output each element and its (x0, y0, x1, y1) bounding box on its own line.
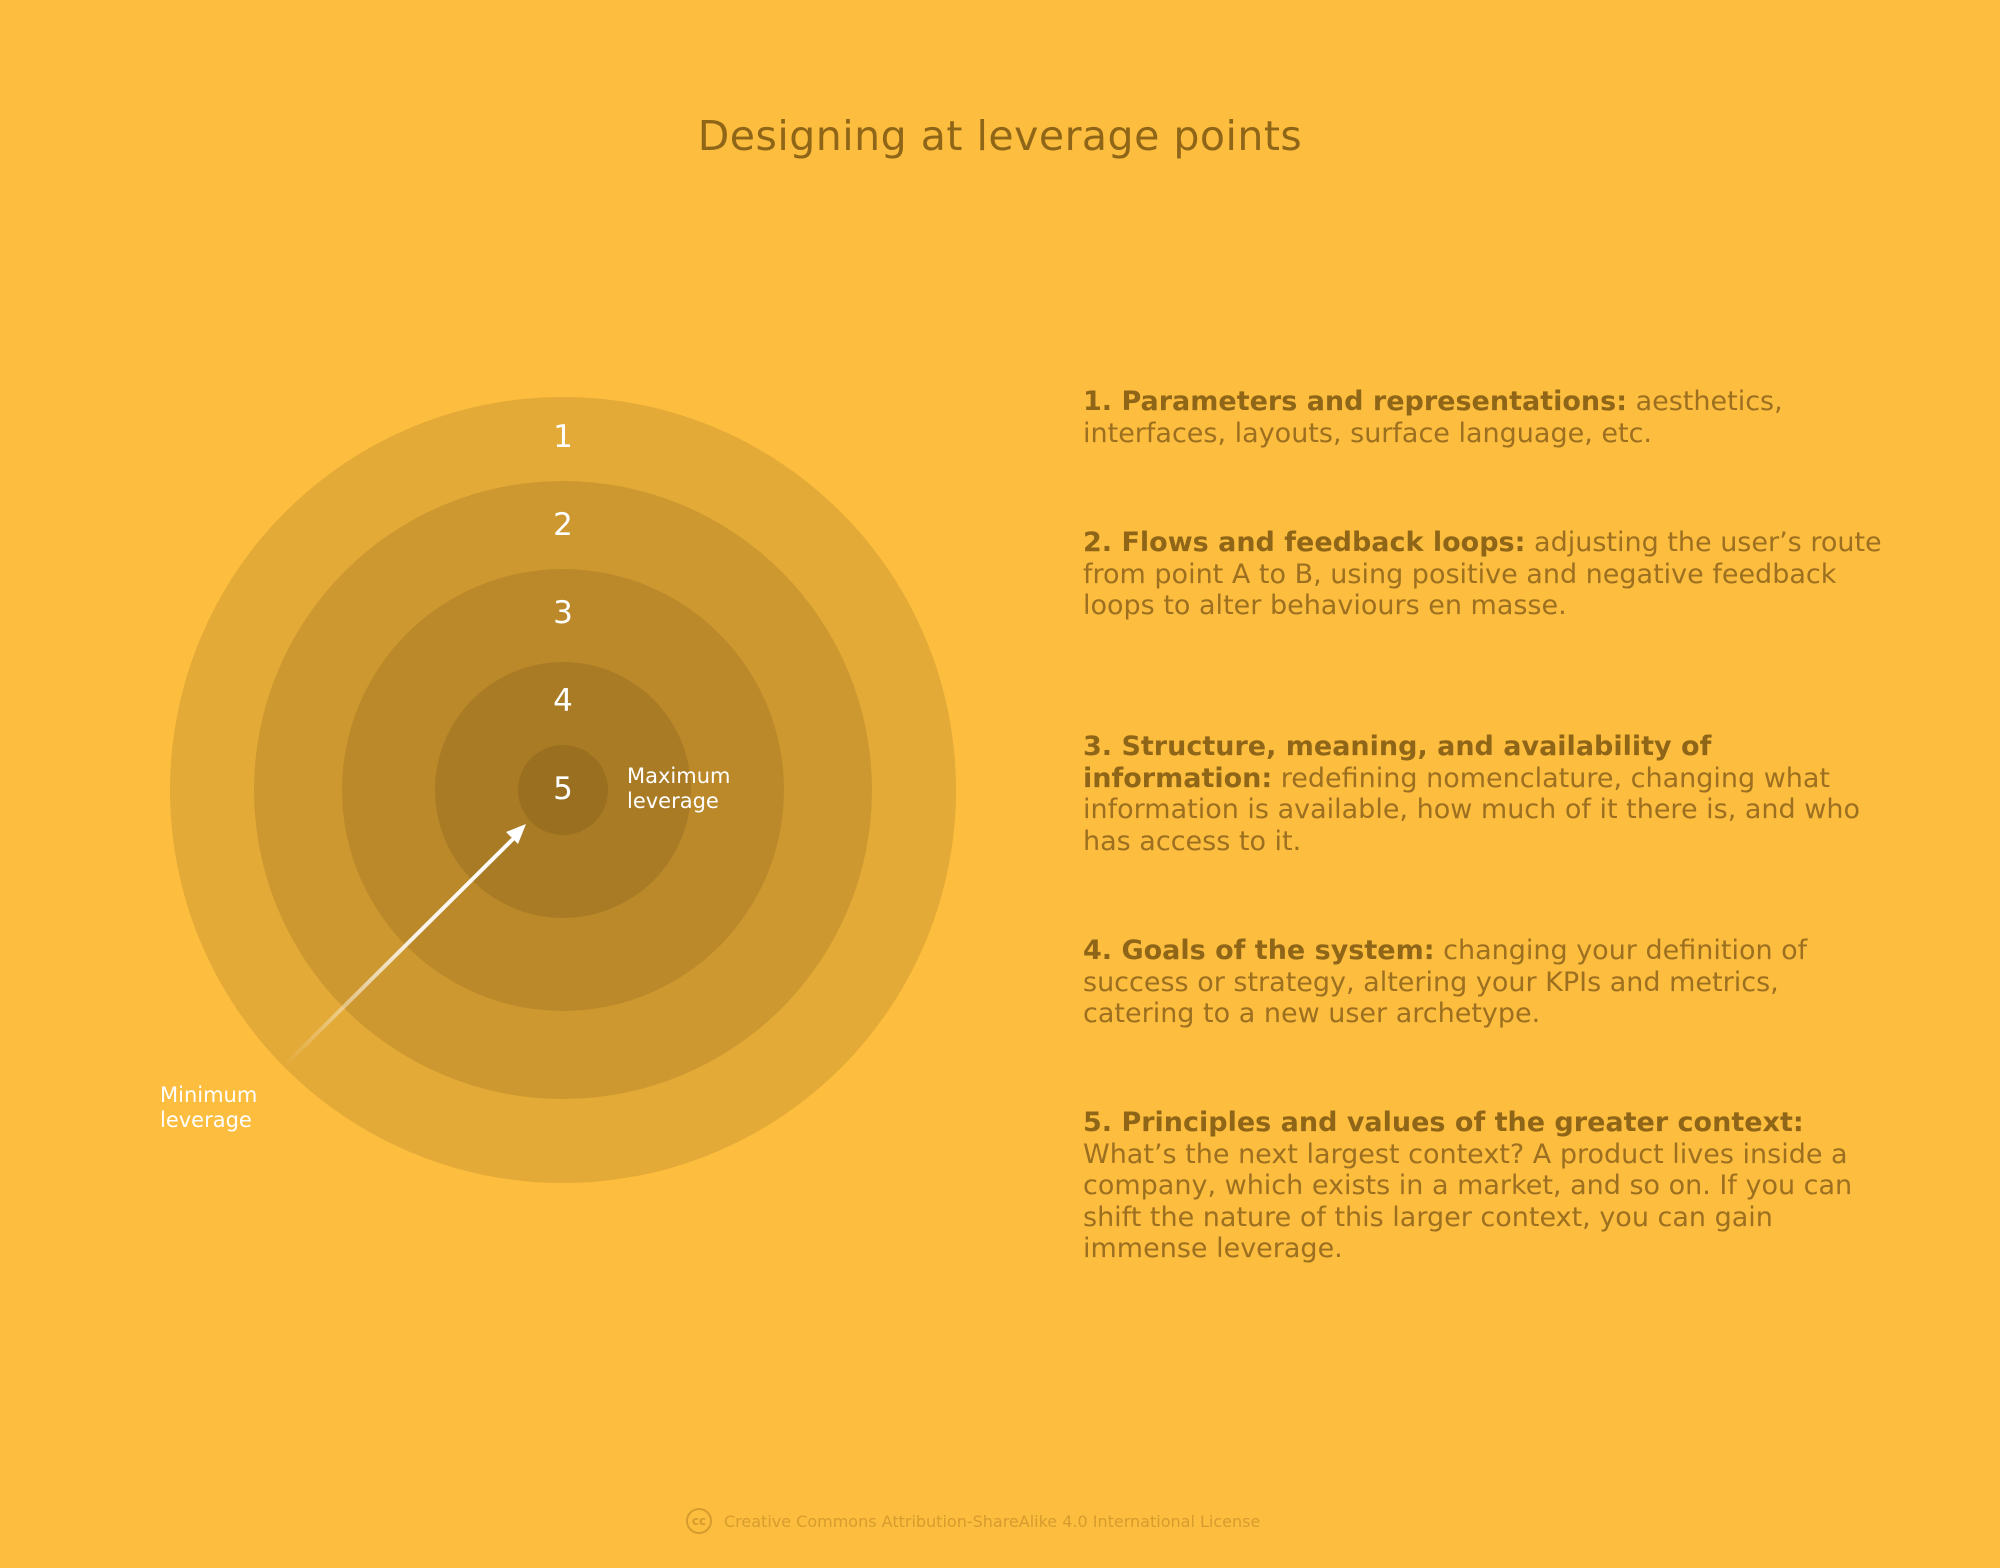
license-footer: cc Creative Commons Attribution-ShareAli… (686, 1506, 1260, 1536)
page-title: Designing at leverage points (697, 112, 1303, 160)
maximum-leverage-label: Maximum leverage (627, 764, 730, 814)
leverage-point-5-text: What’s the next largest context? A produ… (1083, 1138, 1853, 1265)
leverage-point-1: 1. Parameters and representations: aesth… (1083, 386, 1883, 449)
leverage-point-4: 4. Goals of the system: changing your de… (1083, 935, 1883, 1030)
leverage-point-3: 3. Structure, meaning, and availability … (1083, 731, 1883, 857)
leverage-point-5: 5. Principles and values of the greater … (1083, 1107, 1883, 1265)
ring-label-1: 1 (553, 419, 573, 455)
creative-commons-icon: cc (686, 1508, 712, 1534)
leverage-arrow-line (283, 838, 514, 1067)
leverage-point-4-heading: 4. Goals of the system: (1083, 935, 1435, 966)
minimum-leverage-line-1: Minimum (160, 1083, 258, 1107)
leverage-point-1-heading: 1. Parameters and representations: (1083, 386, 1627, 417)
maximum-leverage-line-1: Maximum (627, 764, 731, 788)
maximum-leverage-line-2: leverage (627, 789, 719, 813)
ring-label-4: 4 (553, 683, 573, 719)
leverage-point-2: 2. Flows and feedback loops: adjusting t… (1083, 527, 1883, 622)
leverage-point-3-text: redefining nomenclature, changing what i… (1083, 762, 1860, 857)
minimum-leverage-label: Minimum leverage (160, 1083, 257, 1133)
leverage-point-2-text: adjusting the user’s route from point A … (1083, 527, 1882, 621)
leverage-arrow-head (506, 824, 526, 844)
ring-label-3: 3 (553, 595, 573, 631)
leverage-point-2-heading: 2. Flows and feedback loops: (1083, 527, 1526, 558)
ring-5 (518, 745, 608, 835)
license-text: Creative Commons Attribution-ShareAlike … (724, 1511, 1261, 1531)
ring-label-5: 5 (553, 771, 573, 807)
minimum-leverage-line-2: leverage (160, 1108, 252, 1132)
leverage-point-4-text: changing your definition of success or s… (1083, 935, 1808, 1029)
leverage-point-3-heading: 3. Structure, meaning, and availability … (1083, 731, 1712, 794)
leverage-point-1-text: aesthetics, interfaces, layouts, surface… (1083, 386, 1783, 449)
ring-label-2: 2 (553, 507, 573, 543)
leverage-point-5-heading: 5. Principles and values of the greater … (1083, 1107, 1804, 1138)
